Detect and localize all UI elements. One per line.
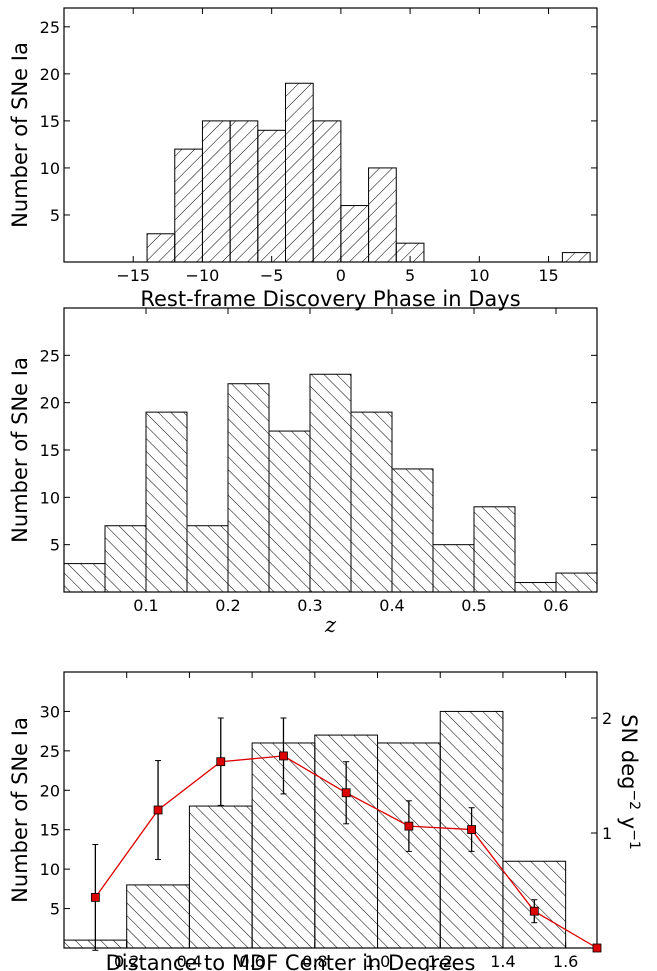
data-point-marker: [529, 906, 539, 916]
y-tick-label: 15: [40, 112, 60, 131]
histogram-bar: [186, 525, 229, 593]
y-tick-label: 25: [40, 18, 60, 37]
y-tick-label: 25: [40, 346, 60, 365]
histogram-bar: [174, 148, 203, 263]
y-axis-label: Number of SNe Ia: [8, 357, 32, 543]
histogram-bar: [63, 563, 106, 593]
histogram-bar: [473, 506, 516, 593]
distance-histogram: 0.2 0.4 0.6 0.8 1.0 1.2 1.4 1.6 5 10 15 20 25 30 Dista…: [8, 671, 642, 971]
histogram-bar: [227, 383, 270, 593]
x-tick-label: 0.2: [215, 596, 240, 615]
y-tick-label: 15: [40, 821, 60, 840]
x-axis-label: z: [324, 613, 337, 637]
data-point-marker: [341, 788, 351, 798]
y-tick-label: 10: [40, 159, 60, 178]
x-tick-label: 0.8: [302, 952, 327, 971]
histogram-bar: [257, 129, 287, 263]
x-tick-label: 0.2: [114, 952, 139, 971]
histogram-bar: [432, 544, 475, 593]
y-tick-label: 10: [40, 488, 60, 507]
histogram-bar: [126, 884, 190, 949]
data-point-marker: [279, 751, 288, 761]
y-tick-label: 5: [50, 536, 60, 555]
data-point-marker: [467, 825, 476, 834]
x-tick-label: 1.6: [553, 952, 578, 971]
data-point-marker: [153, 805, 163, 815]
y-tick-label: 20: [40, 781, 60, 800]
data-point-marker: [90, 893, 100, 902]
x-tick-label: 15: [538, 266, 558, 285]
histogram-bar: [312, 120, 342, 263]
y-tick-label: 20: [40, 65, 60, 84]
x-tick-label: 0.4: [177, 952, 202, 971]
x-axis-label: Rest-frame Discovery Phase in Days: [140, 287, 520, 311]
data-point-marker: [404, 821, 414, 831]
x-tick-label: 0.4: [379, 596, 404, 615]
x-tick-label: −5: [260, 266, 284, 285]
histogram-bar: [188, 805, 253, 949]
histogram-bar: [268, 430, 311, 593]
data-point-marker: [592, 943, 602, 953]
y-tick-label: 15: [40, 441, 60, 460]
histogram-bar: [309, 373, 352, 593]
axes-frame: [63, 7, 598, 263]
axes-frame: [63, 671, 598, 949]
y-tick-label: 5: [50, 900, 60, 919]
data-point-marker: [216, 757, 226, 767]
y-tick-label: 20: [40, 394, 60, 413]
x-tick-label: 0.6: [239, 952, 264, 971]
x-tick-label: −15: [116, 266, 150, 285]
x-tick-label: 0: [336, 266, 346, 285]
histogram-bar: [561, 252, 591, 263]
x-tick-label: 0.3: [297, 596, 322, 615]
x-tick-label: 5: [405, 266, 415, 285]
histogram-bar: [104, 525, 147, 593]
histogram-bar: [145, 411, 188, 593]
y-tick-label: 30: [40, 702, 60, 721]
x-tick-label: 1.0: [365, 952, 390, 971]
redshift-histogram: 0.1 0.2 0.3 0.4 0.5 0.6 5 10 15 20 25 z Number of SN…: [8, 307, 598, 637]
histogram-bar: [146, 233, 176, 263]
y-axis-label: Number of SNe Ia: [8, 42, 32, 228]
y-tick-label: 25: [40, 742, 60, 761]
histogram-bar: [285, 82, 314, 263]
histogram-bar: [555, 572, 598, 593]
y-tick-label: 10: [40, 860, 60, 879]
histogram-bar: [391, 468, 434, 593]
x-tick-label: 10: [469, 266, 489, 285]
x-axis-label: Distance to MDF Center in Degrees: [106, 951, 476, 971]
x-tick-label: −10: [186, 266, 220, 285]
x-tick-label: 1.4: [490, 952, 515, 971]
histogram-bar: [229, 120, 259, 263]
histogram-bar: [350, 411, 393, 593]
y-axis-label: Number of SNe Ia: [8, 717, 32, 903]
x-tick-label: 0.1: [133, 596, 158, 615]
y2-axis-label: SN deg−2 y−1: [617, 714, 642, 850]
x-tick-label: 0.5: [461, 596, 486, 615]
y2-tick-label: 1: [602, 824, 612, 843]
x-tick-label: 0.6: [543, 596, 568, 615]
histogram-bar: [368, 167, 397, 263]
x-tick-label: 1.2: [428, 952, 453, 971]
discovery-phase-histogram: −15 −10 −5 0 5 10 15 5 10 15 20 25 Rest-frame Discov…: [8, 7, 598, 311]
histogram-bar: [201, 120, 231, 263]
y2-tick-label: 2: [602, 709, 612, 728]
histogram-bar: [514, 582, 557, 593]
histogram-bar: [340, 205, 370, 263]
y-tick-label: 5: [50, 206, 60, 225]
